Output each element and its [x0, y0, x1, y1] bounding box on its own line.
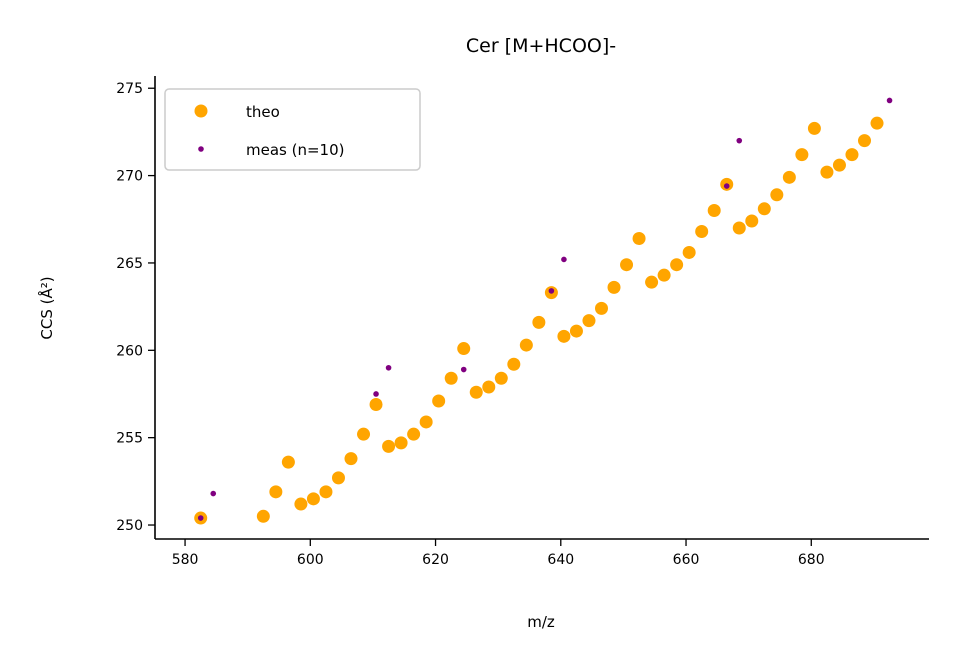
- theo-point: [469, 385, 483, 399]
- theo-point: [645, 275, 659, 289]
- theo-point: [820, 165, 834, 179]
- theo-point: [632, 231, 646, 245]
- theo-point: [306, 492, 320, 506]
- y-tick-label: 270: [116, 169, 143, 185]
- series-theo: [194, 116, 884, 525]
- theo-point: [770, 188, 784, 202]
- x-tick-label: 660: [673, 552, 700, 568]
- theo-point: [494, 371, 508, 385]
- y-axis-ticks: 250 255 260 265 270 275: [116, 81, 155, 534]
- theo-point: [256, 509, 270, 523]
- theo-point: [695, 224, 709, 238]
- meas-point: [886, 97, 893, 104]
- theo-point: [357, 427, 371, 441]
- x-axis-ticks: 580 600 620 640 660 680: [172, 539, 825, 568]
- theo-point: [569, 324, 583, 338]
- theo-point: [795, 148, 809, 162]
- theo-point: [394, 436, 408, 450]
- y-tick-label: 260: [116, 343, 143, 359]
- x-tick-label: 580: [172, 552, 199, 568]
- legend-marker-meas: [198, 146, 204, 152]
- y-tick-label: 255: [116, 431, 143, 447]
- theo-point: [732, 221, 746, 235]
- theo-point: [432, 394, 446, 408]
- theo-point: [457, 342, 471, 356]
- theo-point: [482, 380, 496, 394]
- x-tick-label: 680: [798, 552, 825, 568]
- legend-frame: [164, 88, 421, 171]
- theo-point: [557, 329, 571, 343]
- chart-title: Cer [M+HCOO]-: [466, 35, 616, 57]
- x-axis-label: m/z: [527, 613, 555, 631]
- theo-point: [582, 314, 596, 328]
- meas-point: [561, 256, 567, 263]
- theo-point: [269, 485, 283, 499]
- theo-point: [858, 134, 871, 148]
- theo-point: [670, 258, 684, 272]
- theo-point: [331, 471, 345, 485]
- meas-point: [548, 288, 555, 294]
- x-tick-label: 620: [422, 552, 449, 568]
- legend: theo meas (n=10): [164, 88, 421, 171]
- y-axis-label: CCS (Å²): [37, 276, 56, 339]
- meas-point: [723, 183, 730, 189]
- theo-point: [419, 415, 433, 429]
- theo-point: [382, 439, 396, 453]
- theo-point: [745, 214, 759, 228]
- y-tick-label: 265: [116, 256, 143, 272]
- theo-point: [532, 315, 546, 329]
- theo-point: [507, 357, 521, 371]
- theo-point: [319, 485, 333, 499]
- theo-point: [344, 452, 358, 466]
- meas-point: [373, 391, 379, 397]
- theo-point: [707, 204, 721, 218]
- theo-point: [845, 148, 859, 162]
- theo-point: [519, 338, 533, 352]
- theo-point: [607, 280, 621, 294]
- theo-point: [281, 455, 295, 469]
- meas-point: [736, 137, 743, 144]
- y-tick-label: 250: [116, 518, 143, 534]
- meas-point: [197, 515, 204, 521]
- legend-marker-theo: [194, 104, 208, 118]
- x-tick-label: 600: [297, 552, 324, 568]
- y-tick-label: 275: [116, 81, 143, 97]
- meas-point: [460, 366, 467, 373]
- theo-point: [832, 158, 846, 172]
- legend-label-meas: meas (n=10): [246, 141, 344, 159]
- theo-point: [657, 268, 671, 282]
- theo-point: [620, 258, 634, 272]
- legend-label-theo: theo: [246, 103, 280, 121]
- theo-point: [294, 497, 308, 511]
- theo-point: [369, 397, 383, 411]
- theo-point: [807, 121, 821, 135]
- series-meas: [197, 97, 893, 521]
- theo-point: [870, 116, 884, 130]
- theo-point: [682, 245, 696, 259]
- x-tick-label: 640: [547, 552, 574, 568]
- theo-point: [594, 301, 608, 315]
- theo-point: [782, 170, 796, 184]
- meas-point: [385, 364, 392, 371]
- meas-point: [210, 490, 217, 497]
- theo-point: [757, 202, 771, 216]
- theo-point: [407, 427, 421, 441]
- theo-point: [444, 371, 458, 385]
